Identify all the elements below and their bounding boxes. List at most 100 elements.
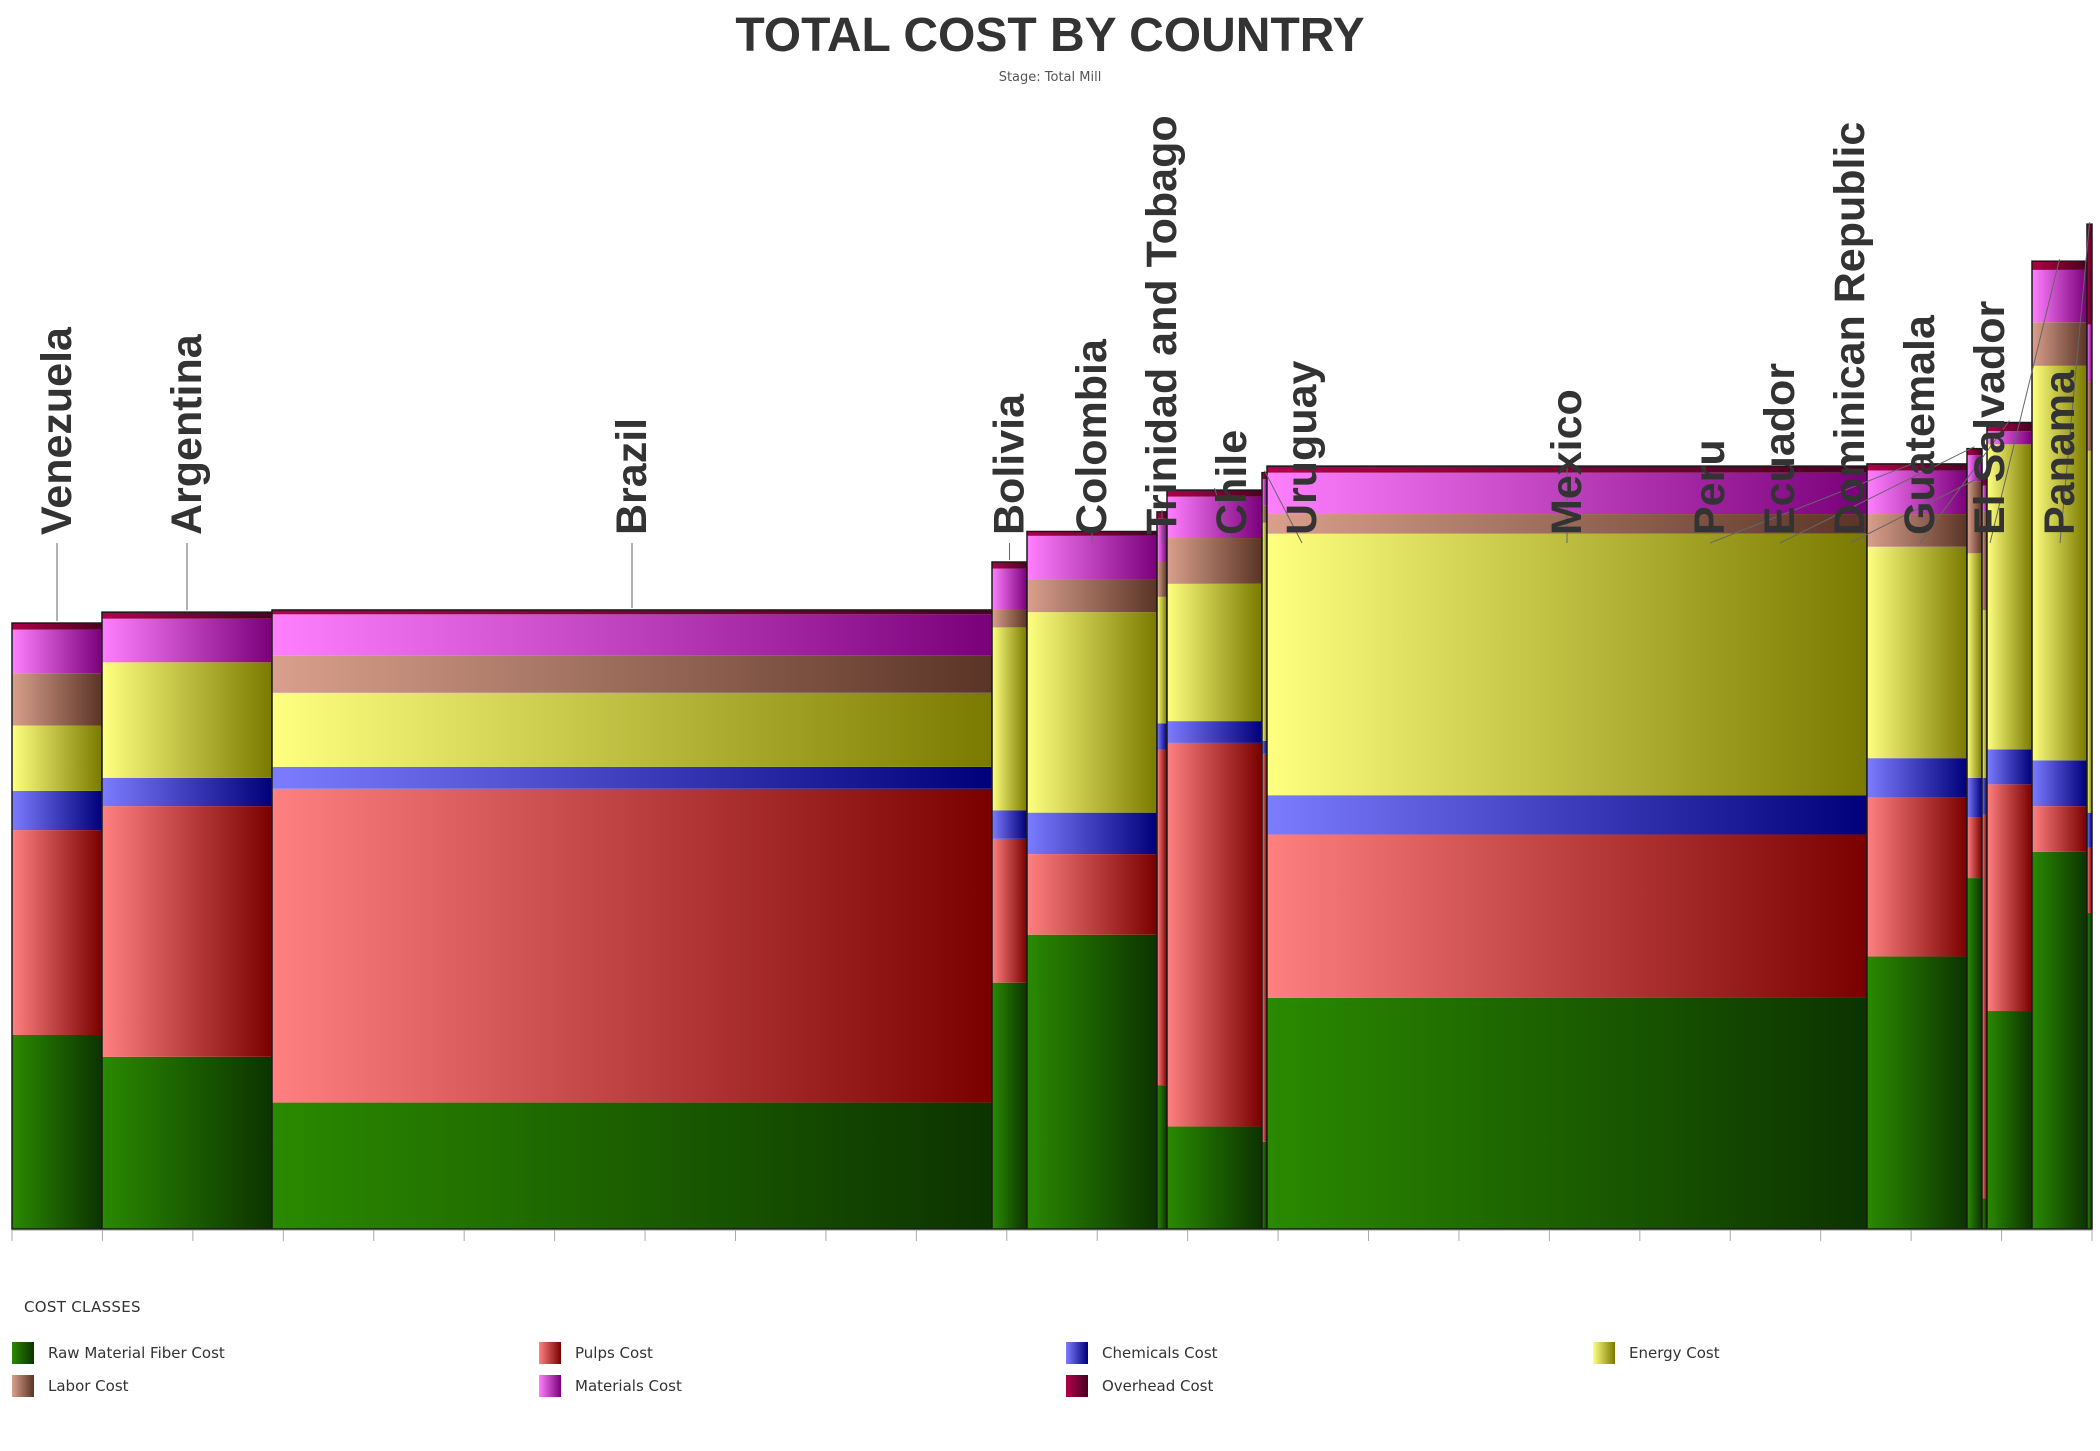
- segment-raw-material-fiber-cost[interactable]: [1967, 878, 1982, 1229]
- segment-labor-cost[interactable]: [1867, 514, 1967, 547]
- segment-pulps-cost[interactable]: [1867, 797, 1967, 957]
- segment-raw-material-fiber-cost[interactable]: [1267, 997, 1867, 1229]
- segment-materials-cost[interactable]: [2087, 324, 2092, 382]
- segment-materials-cost[interactable]: [1167, 496, 1262, 539]
- segment-chemicals-cost[interactable]: [2032, 760, 2087, 807]
- segment-materials-cost[interactable]: [102, 618, 272, 663]
- legend-item[interactable]: Raw Material Fiber Cost: [12, 1340, 225, 1366]
- segment-energy-cost[interactable]: [2087, 450, 2092, 813]
- bar-bolivia[interactable]: [991, 561, 1028, 1230]
- segment-raw-material-fiber-cost[interactable]: [992, 982, 1027, 1229]
- segment-pulps-cost[interactable]: [1167, 742, 1262, 1127]
- segment-materials-cost[interactable]: [2032, 269, 2087, 323]
- segment-chemicals-cost[interactable]: [1267, 795, 1867, 835]
- segment-energy-cost[interactable]: [1982, 609, 1987, 778]
- segment-pulps-cost[interactable]: [1967, 817, 1982, 879]
- segment-pulps-cost[interactable]: [1027, 854, 1157, 935]
- segment-labor-cost[interactable]: [1982, 511, 1987, 610]
- segment-overhead-cost[interactable]: [1867, 463, 1967, 471]
- segment-overhead-cost[interactable]: [12, 623, 102, 630]
- legend-item[interactable]: Labor Cost: [12, 1373, 129, 1399]
- segment-energy-cost[interactable]: [272, 692, 992, 767]
- segment-chemicals-cost[interactable]: [1987, 749, 2032, 785]
- legend-item[interactable]: Pulps Cost: [539, 1340, 653, 1366]
- bar-ecuador[interactable]: [1966, 447, 1983, 1230]
- segment-raw-material-fiber-cost[interactable]: [2087, 912, 2092, 1229]
- segment-raw-material-fiber-cost[interactable]: [1157, 1085, 1167, 1229]
- bar-el-salvador[interactable]: [2031, 260, 2088, 1230]
- segment-chemicals-cost[interactable]: [102, 777, 272, 807]
- segment-energy-cost[interactable]: [1167, 583, 1262, 722]
- bar-guatemala[interactable]: [1986, 421, 2033, 1230]
- segment-pulps-cost[interactable]: [1267, 834, 1867, 998]
- segment-overhead-cost[interactable]: [1262, 472, 1267, 480]
- segment-chemicals-cost[interactable]: [992, 810, 1027, 839]
- segment-pulps-cost[interactable]: [1262, 753, 1267, 1142]
- legend-item[interactable]: Overhead Cost: [1066, 1373, 1213, 1399]
- segment-pulps-cost[interactable]: [102, 806, 272, 1057]
- segment-energy-cost[interactable]: [1967, 553, 1982, 778]
- bar-peru[interactable]: [1866, 463, 1968, 1230]
- segment-raw-material-fiber-cost[interactable]: [1027, 934, 1157, 1229]
- segment-energy-cost[interactable]: [1262, 522, 1267, 741]
- segment-raw-material-fiber-cost[interactable]: [1867, 956, 1967, 1229]
- bar-trinidad-and-tobago[interactable]: [1156, 511, 1168, 1230]
- segment-labor-cost[interactable]: [12, 673, 102, 726]
- segment-materials-cost[interactable]: [1982, 485, 1987, 512]
- bar-venezuela[interactable]: [11, 622, 103, 1230]
- segment-energy-cost[interactable]: [1867, 546, 1967, 759]
- segment-labor-cost[interactable]: [1157, 562, 1167, 597]
- segment-materials-cost[interactable]: [992, 568, 1027, 610]
- segment-overhead-cost[interactable]: [1982, 477, 1987, 486]
- segment-chemicals-cost[interactable]: [272, 766, 992, 789]
- segment-materials-cost[interactable]: [12, 629, 102, 674]
- segment-raw-material-fiber-cost[interactable]: [1987, 1011, 2032, 1229]
- segment-labor-cost[interactable]: [1967, 481, 1982, 554]
- bar-argentina[interactable]: [101, 611, 273, 1230]
- segment-labor-cost[interactable]: [272, 655, 992, 693]
- segment-materials-cost[interactable]: [1987, 431, 2032, 445]
- segment-raw-material-fiber-cost[interactable]: [1982, 1198, 1987, 1229]
- segment-energy-cost[interactable]: [2032, 365, 2087, 761]
- segment-overhead-cost[interactable]: [992, 562, 1027, 569]
- bar-chile[interactable]: [1166, 489, 1263, 1230]
- segment-chemicals-cost[interactable]: [1157, 723, 1167, 750]
- segment-materials-cost[interactable]: [272, 614, 992, 656]
- segment-chemicals-cost[interactable]: [1262, 740, 1267, 754]
- segment-pulps-cost[interactable]: [1987, 784, 2032, 1012]
- segment-chemicals-cost[interactable]: [1982, 777, 1987, 815]
- segment-overhead-cost[interactable]: [2087, 224, 2092, 325]
- segment-energy-cost[interactable]: [992, 627, 1027, 811]
- segment-pulps-cost[interactable]: [2087, 847, 2092, 913]
- bar-mexico[interactable]: [1266, 465, 1868, 1230]
- segment-materials-cost[interactable]: [1027, 535, 1157, 580]
- segment-energy-cost[interactable]: [1267, 533, 1867, 796]
- segment-pulps-cost[interactable]: [12, 830, 102, 1035]
- segment-overhead-cost[interactable]: [102, 612, 272, 619]
- segment-materials-cost[interactable]: [1262, 479, 1267, 506]
- segment-overhead-cost[interactable]: [1987, 422, 2032, 432]
- segment-overhead-cost[interactable]: [272, 609, 992, 615]
- segment-pulps-cost[interactable]: [272, 788, 992, 1103]
- segment-energy-cost[interactable]: [12, 725, 102, 791]
- segment-pulps-cost[interactable]: [992, 838, 1027, 983]
- segment-overhead-cost[interactable]: [2032, 261, 2087, 270]
- segment-labor-cost[interactable]: [1027, 579, 1157, 613]
- segment-chemicals-cost[interactable]: [2087, 812, 2092, 848]
- segment-pulps-cost[interactable]: [2032, 806, 2087, 852]
- segment-labor-cost[interactable]: [2087, 381, 2092, 451]
- legend-item[interactable]: Materials Cost: [539, 1373, 682, 1399]
- segment-chemicals-cost[interactable]: [1167, 721, 1262, 743]
- segment-raw-material-fiber-cost[interactable]: [1262, 1141, 1267, 1229]
- segment-raw-material-fiber-cost[interactable]: [102, 1056, 272, 1229]
- segment-chemicals-cost[interactable]: [1027, 812, 1157, 855]
- segment-energy-cost[interactable]: [1987, 444, 2032, 750]
- segment-energy-cost[interactable]: [102, 662, 272, 778]
- segment-labor-cost[interactable]: [1167, 538, 1262, 584]
- segment-labor-cost[interactable]: [1262, 505, 1267, 523]
- segment-raw-material-fiber-cost[interactable]: [12, 1035, 102, 1229]
- legend-item[interactable]: Chemicals Cost: [1066, 1340, 1218, 1366]
- segment-pulps-cost[interactable]: [1982, 814, 1987, 1199]
- segment-chemicals-cost[interactable]: [1867, 758, 1967, 798]
- segment-energy-cost[interactable]: [1027, 612, 1157, 813]
